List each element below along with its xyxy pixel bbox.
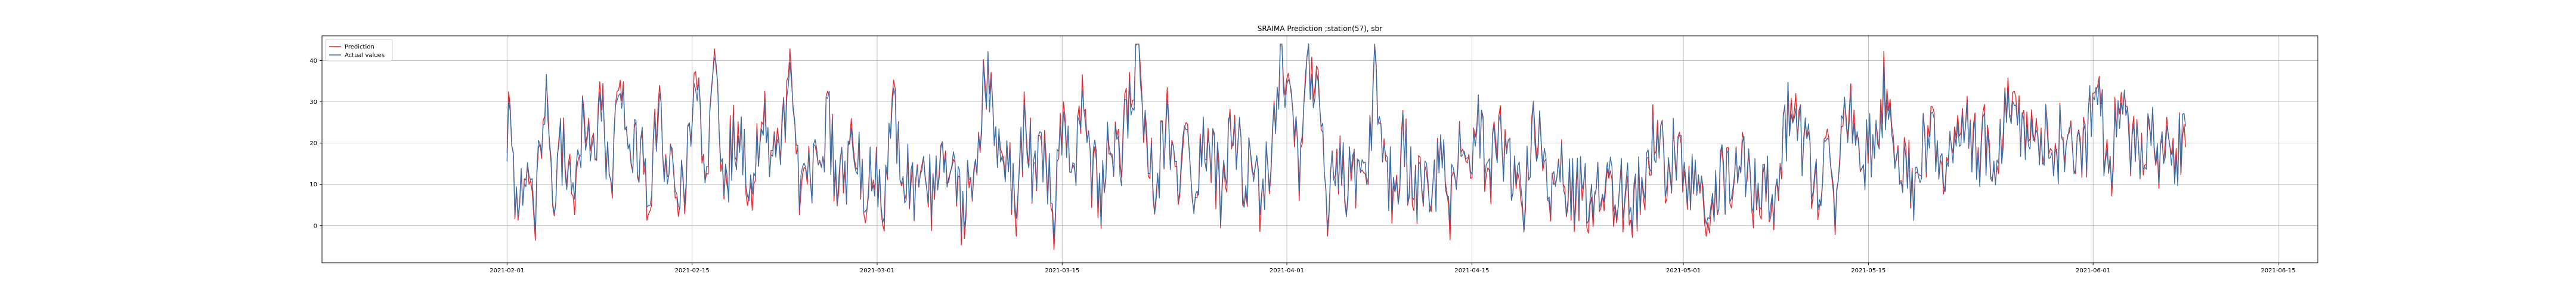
axes: 0 10 20 30 40 2021-02-01 2021-02-15 2021-03-01 2…: [309, 35, 2318, 274]
plot-frame: [321, 35, 2318, 263]
chart-title: SRAIMA Prediction ;station(57), sbr: [1258, 24, 1382, 33]
x-tick-label: 2021-04-15: [1454, 268, 1489, 274]
legend-box: [325, 39, 393, 62]
y-tick-label: 0: [314, 223, 317, 229]
x-tick-label: 2021-02-01: [490, 268, 524, 274]
x-tick-label: 2021-02-15: [675, 268, 710, 274]
x-tick-label: 2021-05-15: [1851, 268, 1885, 274]
series-line-actual-values: [506, 44, 2186, 240]
x-tick-label: 2021-06-15: [2261, 268, 2295, 274]
y-tick-label: 10: [309, 182, 317, 188]
plot-area: [322, 36, 2318, 263]
legend: Prediction Actual values: [325, 39, 393, 62]
x-tick-label: 2021-05-01: [1666, 268, 1701, 274]
plot-background: [322, 36, 2318, 263]
y-tick-label: 30: [309, 99, 317, 106]
series-lines: [506, 44, 2186, 250]
x-tick-label: 2021-04-01: [1270, 268, 1304, 274]
x-tick-label: 2021-03-01: [860, 268, 894, 274]
y-tick-label: 20: [309, 140, 317, 147]
x-tick-label: 2021-06-01: [2076, 268, 2110, 274]
legend-label: Prediction: [345, 44, 374, 51]
y-tick-label: 40: [309, 58, 317, 64]
x-tick-label: 2021-03-15: [1045, 268, 1079, 274]
legend-label: Actual values: [345, 53, 385, 59]
